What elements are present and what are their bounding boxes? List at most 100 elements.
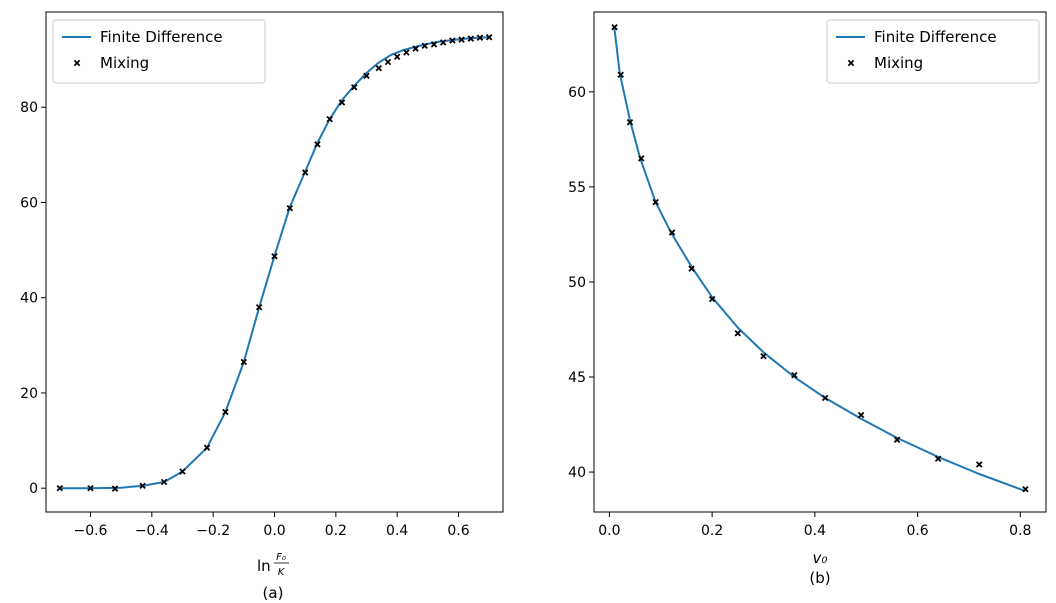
data-point-mixing-b (821, 394, 829, 402)
data-point-mixing-b (626, 119, 634, 126)
data-point-mixing-b (791, 371, 798, 379)
data-point-mixing-b (688, 265, 695, 272)
x-tick-label-a: 0.0 (263, 523, 285, 539)
x-axis-label-a-denominator: K (278, 567, 286, 578)
marker-stroke (485, 34, 493, 41)
x-tick-label-a: −0.6 (73, 523, 107, 539)
marker-stroke (652, 198, 659, 206)
marker-stroke (617, 71, 624, 78)
x-tick-label-b: 0.4 (804, 523, 826, 539)
data-point-mixing-a (326, 115, 333, 123)
data-point-mixing-b (975, 461, 983, 468)
legend-box (52, 19, 266, 84)
data-point-mixing-a (56, 484, 64, 492)
marker-stroke (791, 371, 798, 379)
y-tick-label-b: 45 (568, 370, 586, 386)
series-line-finite-difference-b (613, 28, 1026, 493)
data-point-mixing-a (222, 408, 229, 416)
marker-stroke (222, 408, 229, 416)
data-point-mixing-b (1022, 485, 1029, 493)
marker-stroke (638, 155, 645, 162)
data-point-mixing-a (476, 34, 484, 41)
data-point-mixing-a (430, 41, 438, 48)
data-point-mixing-a (271, 253, 278, 260)
series-line-finite-difference-a (59, 36, 490, 490)
data-point-mixing-b (638, 155, 645, 162)
legend-label: Mixing (100, 54, 149, 72)
data-point-mixing-a (439, 39, 447, 46)
data-point-mixing-a (467, 35, 475, 42)
y-tick-label-a: 60 (20, 195, 38, 211)
legend-a: Finite Difference Mixing (52, 19, 266, 84)
marker-stroke (708, 295, 716, 303)
legend-swatch-marker (847, 59, 855, 67)
data-point-mixing-a (203, 444, 211, 451)
data-point-mixing-b (708, 295, 716, 303)
marker-stroke (458, 36, 465, 43)
marker-stroke (975, 461, 983, 468)
marker-stroke (857, 411, 865, 419)
data-point-mixing-b (652, 198, 659, 206)
data-point-mixing-a (338, 99, 346, 106)
marker-stroke (338, 99, 346, 106)
marker-stroke (351, 84, 358, 91)
marker-stroke (449, 37, 456, 44)
panel-label-a: (a) (263, 584, 284, 602)
y-tick-label-b: 55 (568, 180, 586, 196)
x-tick-label-a: 0.6 (447, 523, 469, 539)
data-point-mixing-a (485, 34, 493, 41)
x-axis-label-a-numerator: F₀ (276, 552, 286, 563)
x-tick-label-b: 0.2 (701, 523, 723, 539)
x-tick-label-b: 0.8 (1009, 523, 1031, 539)
marker-stroke (430, 41, 438, 48)
legend-label: Finite Difference (874, 28, 997, 46)
chart-panel-b: 0.0 0.2 0.4 0.6 0.8 40 45 50 55 60 Finite Differen… (568, 11, 1047, 539)
data-point-mixing-b (668, 229, 676, 236)
data-point-mixing-a (139, 482, 146, 490)
x-tick-label-b: 0.6 (906, 523, 928, 539)
y-tick-label-a: 20 (20, 386, 38, 402)
data-point-mixing-a (179, 468, 186, 475)
marker-stroke (934, 455, 942, 463)
legend-label: Mixing (874, 54, 923, 72)
y-tick-label-a: 40 (20, 291, 38, 307)
marker-stroke (286, 204, 294, 212)
marker-stroke (1022, 485, 1029, 493)
data-point-mixing-a (255, 304, 263, 311)
data-point-mixing-a (375, 64, 383, 72)
data-point-mixing-a (160, 478, 168, 486)
marker-stroke (255, 304, 263, 311)
data-point-mixing-a (111, 485, 119, 492)
y-tick-label-a: 0 (29, 481, 38, 497)
marker-stroke (384, 58, 392, 66)
x-axis-label-b: v₀ (813, 549, 828, 567)
data-point-mixing-a (458, 36, 465, 43)
panel-label-b: (b) (809, 569, 830, 587)
marker-stroke (301, 169, 309, 176)
marker-stroke (734, 330, 742, 337)
data-point-mixing-a (412, 45, 419, 52)
data-point-mixing-b (617, 71, 624, 78)
data-point-mixing-b (760, 352, 767, 360)
marker-stroke (240, 358, 248, 366)
x-tick-label-a: 0.4 (386, 523, 408, 539)
data-point-mixing-a (87, 484, 94, 492)
marker-stroke (393, 53, 401, 60)
marker-stroke (271, 253, 278, 260)
marker-stroke (688, 265, 695, 272)
marker-stroke (668, 229, 676, 236)
data-point-mixing-a (449, 37, 456, 44)
y-tick-label-a: 80 (20, 100, 38, 116)
data-point-mixing-b (611, 23, 618, 31)
marker-stroke (326, 115, 333, 123)
legend-box (826, 19, 1040, 84)
marker-stroke (56, 484, 64, 492)
data-point-mixing-a (421, 42, 429, 50)
data-point-mixing-a (240, 358, 248, 366)
data-point-mixing-a (393, 53, 401, 60)
data-point-mixing-a (363, 72, 370, 80)
x-tick-label-a: −0.2 (196, 523, 230, 539)
x-tick-label-a: −0.4 (135, 523, 169, 539)
marker-stroke (111, 485, 119, 492)
